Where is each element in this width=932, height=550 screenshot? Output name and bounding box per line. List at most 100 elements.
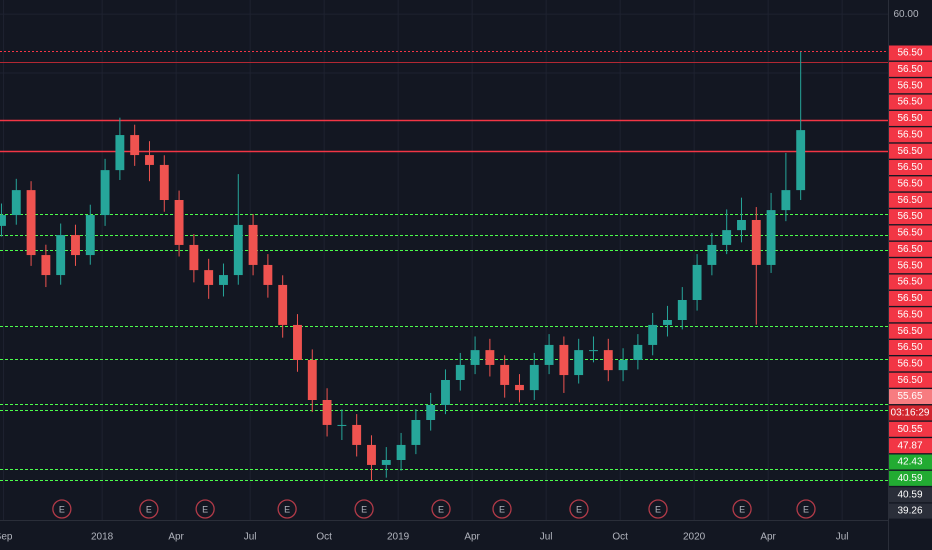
price-badge (889, 454, 932, 470)
candle-body (11, 190, 21, 216)
price-badge-label: 47.87 (897, 440, 922, 451)
earnings-label: E (499, 504, 505, 514)
candle-body (145, 155, 154, 165)
price-badge-label: 56.50 (897, 358, 922, 369)
candle-body (159, 164, 169, 200)
price-badge-label: 39.26 (897, 506, 922, 517)
price-badge-label: 56.50 (897, 309, 922, 320)
x-tick-label: 2020 (683, 532, 706, 543)
price-badge (889, 323, 932, 339)
earnings-marker (492, 499, 512, 519)
earnings-label: E (438, 504, 444, 514)
price-badge-label: 40.59 (897, 473, 922, 484)
candle-body (219, 275, 228, 285)
x-tick-label: Jul (836, 532, 849, 543)
price-badge (889, 421, 932, 437)
x-tick-label: 2019 (387, 532, 410, 543)
price-badge-label: 56.50 (897, 179, 922, 190)
price-badge (889, 78, 932, 94)
candle-body (455, 364, 465, 380)
earnings-label: E (59, 504, 65, 514)
price-badge (889, 241, 932, 257)
earnings-marker (796, 499, 816, 519)
price-badge (889, 209, 932, 225)
candle-body (41, 255, 51, 276)
earnings-label: E (361, 504, 367, 514)
price-badge-label: 56.50 (897, 195, 922, 206)
price-badge (889, 258, 932, 274)
price-badge-label: 40.59 (897, 489, 922, 500)
earnings-label: E (284, 504, 290, 514)
candle-body (115, 135, 125, 171)
candle-body (233, 224, 243, 276)
price-badge (889, 503, 932, 519)
x-tick-label: 2018 (91, 532, 114, 543)
price-badge-label: 03:16:29 (891, 408, 930, 419)
price-badge (889, 307, 932, 323)
x-tick-label: Oct (316, 532, 332, 543)
price-badge (889, 372, 932, 388)
candle-body (722, 230, 732, 245)
candle-body (71, 235, 80, 256)
candle-body (692, 264, 702, 300)
price-badge-label: 55.65 (897, 391, 922, 402)
candle-body (500, 364, 510, 385)
earnings-marker (52, 499, 72, 519)
candle-body (381, 460, 391, 465)
candle-body (677, 300, 687, 320)
price-badge-label: 56.50 (897, 162, 922, 173)
price-badge-label: 56.50 (897, 129, 922, 140)
price-badge-label: 56.50 (897, 113, 922, 124)
candle-body (529, 364, 539, 391)
candle-body (470, 350, 480, 365)
candle-body (441, 380, 450, 405)
price-badge-label: 56.50 (897, 293, 922, 304)
price-badge-label: 56.50 (897, 64, 922, 75)
candle-body (278, 284, 288, 325)
price-badge (889, 127, 932, 143)
earnings-label: E (146, 504, 152, 514)
x-tick-label: Apr (760, 532, 776, 543)
candle-body (174, 200, 184, 245)
x-tick-label: Oct (612, 532, 628, 543)
price-badge (889, 110, 932, 126)
price-badge (889, 143, 932, 159)
x-tick-label: Jul (540, 532, 553, 543)
earnings-marker (732, 499, 752, 519)
price-badge (889, 192, 932, 208)
price-badge (889, 274, 932, 290)
price-badge (889, 405, 932, 421)
earnings-label: E (655, 504, 661, 514)
earnings-label: E (803, 504, 809, 514)
candle-body (411, 420, 421, 445)
price-badge (889, 61, 932, 77)
price-badge (889, 290, 932, 306)
price-badge (889, 487, 932, 503)
price-badge (889, 94, 932, 110)
candle-body (367, 444, 376, 465)
price-badge-label: 50.55 (897, 424, 922, 435)
y-tick-label: 60.00 (893, 9, 918, 20)
x-tick-label: Apr (464, 532, 480, 543)
price-badge (889, 438, 932, 454)
candle-body (396, 444, 406, 460)
price-badge (889, 45, 932, 61)
candle-body (293, 324, 302, 360)
price-badge-label: 56.50 (897, 260, 922, 271)
earnings-marker (195, 499, 215, 519)
candle-body (56, 235, 66, 276)
price-badge-label: 56.50 (897, 97, 922, 108)
x-tick-label: Sep (0, 532, 13, 543)
price-badge-label: 56.50 (897, 211, 922, 222)
candle-body (322, 400, 332, 425)
candle-body (737, 220, 746, 231)
candle-body (0, 215, 6, 226)
price-badge-label: 56.50 (897, 326, 922, 337)
price-badge-label: 56.50 (897, 244, 922, 255)
earnings-marker (277, 499, 297, 519)
price-badge-label: 56.50 (897, 375, 922, 386)
candle-body (130, 135, 140, 156)
candle-body (589, 350, 598, 352)
